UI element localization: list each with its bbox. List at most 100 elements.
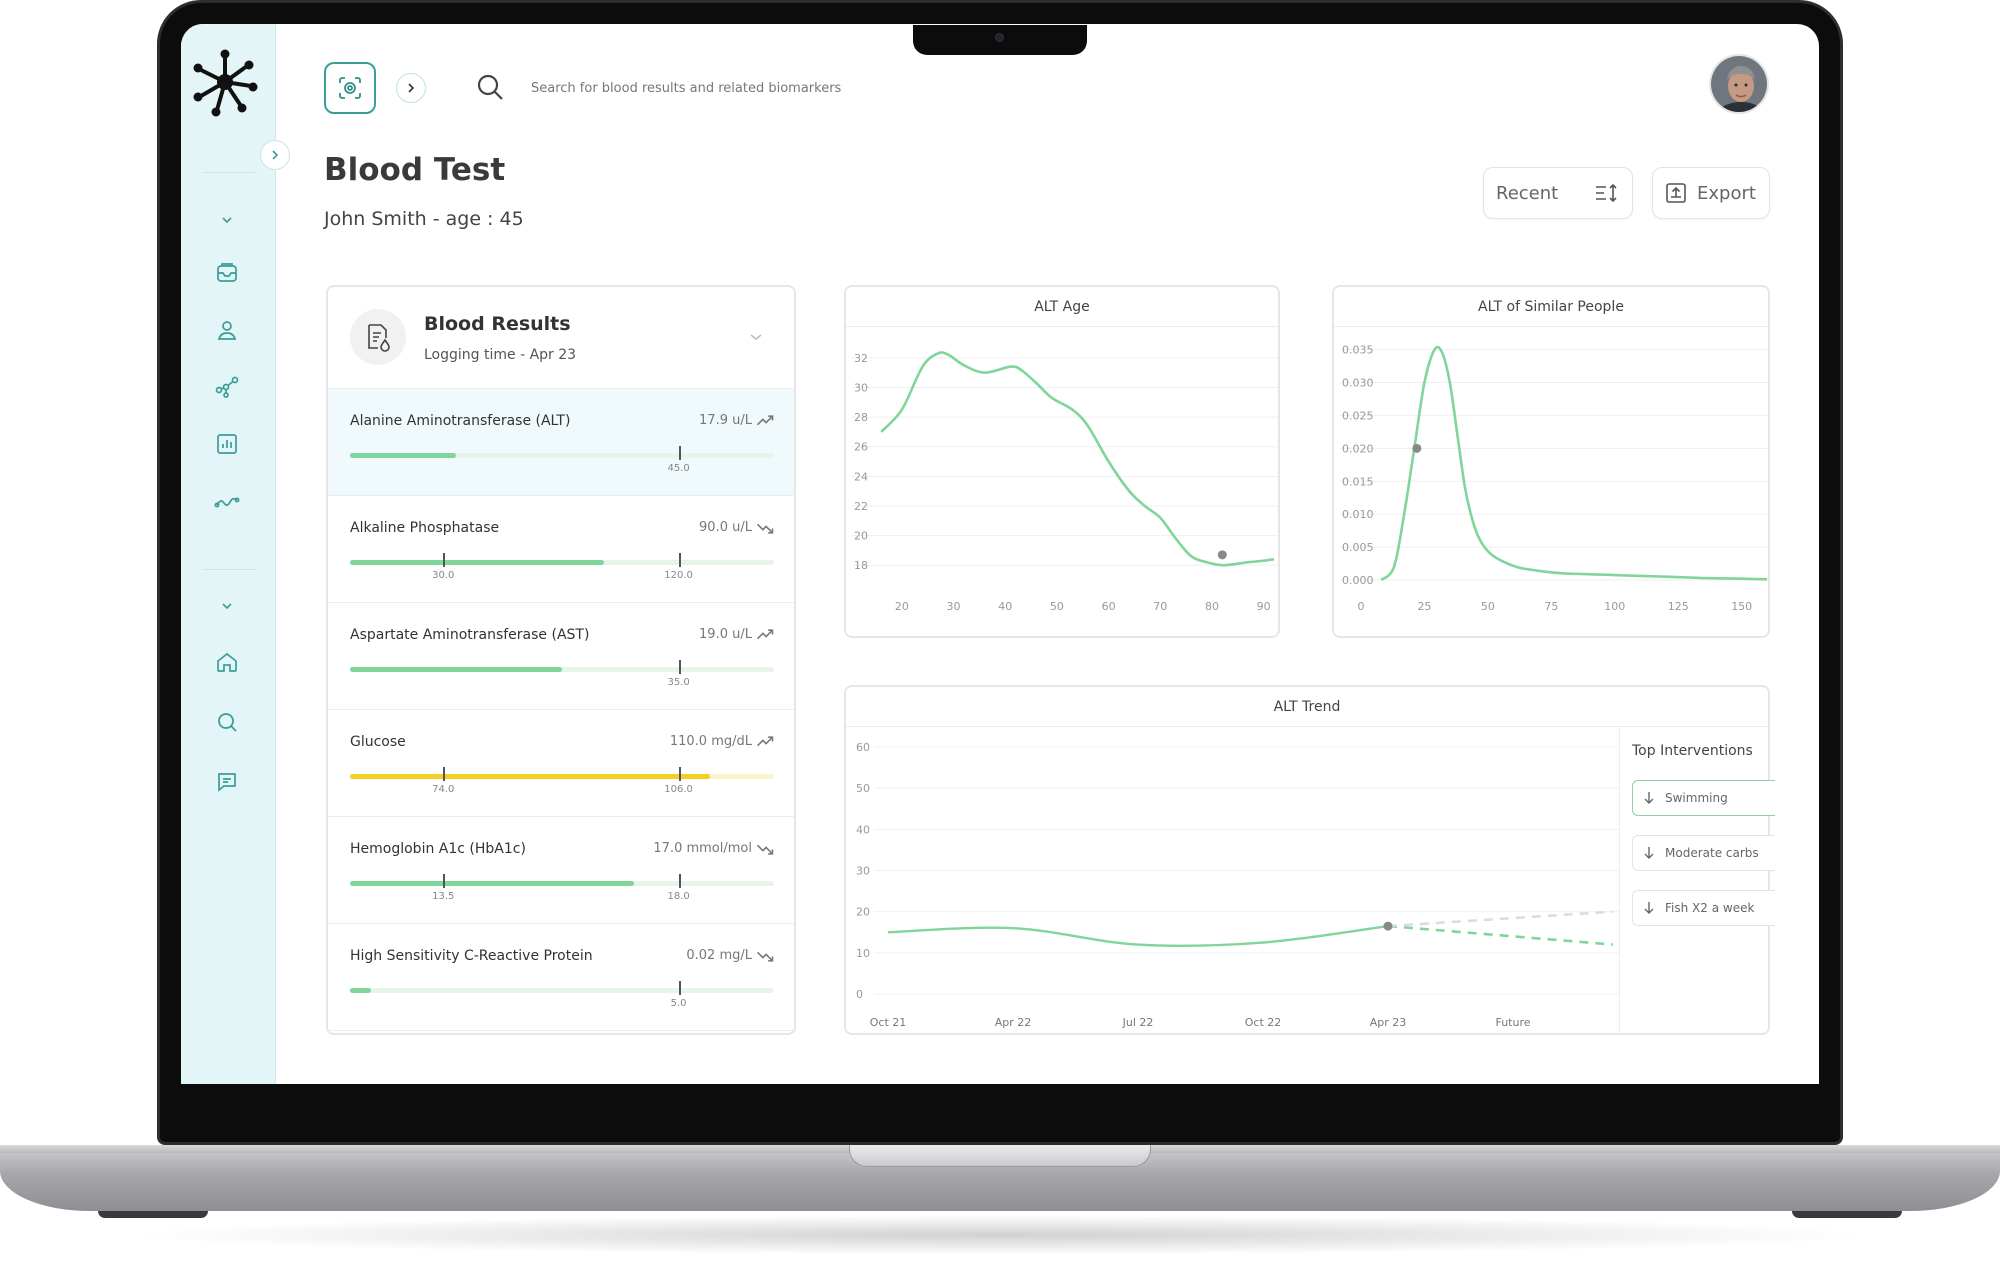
y-tick-label: 0: [856, 988, 863, 1001]
blood-results-header[interactable]: Blood Results Logging time - Apr 23: [328, 287, 794, 389]
y-tick-label: 20: [856, 906, 870, 919]
alt-age-chart: 18 20 22 24 26 28 30 32 20 30 40 50 60 70 80 90: [852, 351, 1278, 613]
camera-notch: [913, 25, 1087, 55]
scan-button[interactable]: [324, 62, 376, 114]
x-tick-label: Jul 22: [1122, 1016, 1154, 1029]
trend-line-icon: [214, 497, 240, 508]
x-tick-label: Apr 23: [1370, 1016, 1407, 1029]
alt-trend-chart: 0 10 20 30 40 50 60 Oct 21 Apr 22 Jul 22 Oct 22 Apr…: [856, 741, 1619, 1029]
biomarker-name: Hemoglobin A1c (HbA1c): [350, 841, 526, 857]
biomarker-row[interactable]: Aspartate Aminotransferase (AST) 19.0 u/L…: [328, 603, 794, 710]
series-line: [1380, 345, 1768, 582]
search-input[interactable]: [531, 74, 1051, 102]
blood-results-title: Blood Results: [424, 313, 571, 335]
reference-tick-label: 13.5: [432, 891, 455, 902]
forecast-line: [1387, 924, 1614, 946]
x-tick-label: 50: [1050, 600, 1064, 613]
range-bar: 13.5 18.0: [350, 874, 774, 902]
intervention-label: Swimming: [1665, 791, 1728, 805]
sidebar-item-trends[interactable]: [211, 485, 243, 517]
avatar[interactable]: [1709, 54, 1769, 114]
range-bar-fill: [350, 453, 456, 458]
intervention-button[interactable]: Swimming: [1632, 780, 1775, 816]
interventions-title: Top Interventions: [1632, 743, 1753, 759]
sort-icon: [1596, 183, 1617, 203]
chevron-right-icon: [408, 83, 415, 93]
biomarker-number: 19.0: [699, 627, 728, 642]
sidebar-item-search[interactable]: [211, 706, 243, 738]
reference-tick: [678, 981, 681, 995]
range-bar: 45.0: [350, 446, 774, 474]
biomarker-number: 110.0: [669, 734, 708, 749]
sidebar-item-reports[interactable]: [211, 428, 243, 460]
alt-trend-card: ALT Trend 0 10 20 30 40 50 60 Oct 21 Apr 22 Jul 2…: [844, 685, 1775, 1035]
current-value-point: [1383, 921, 1393, 931]
intervention-button[interactable]: Fish X2 a week: [1632, 890, 1775, 926]
x-tick-label: 30: [947, 600, 961, 613]
reference-tick: [678, 874, 681, 888]
trend-up-icon: [756, 629, 774, 640]
x-tick-label: 150: [1731, 600, 1752, 613]
sidebar-collapse-group1[interactable]: [211, 204, 243, 236]
forward-button[interactable]: [396, 73, 426, 103]
biomarker-row[interactable]: Alkaline Phosphatase 90.0 u/L 30.0 120.0: [328, 496, 794, 603]
biomarker-unit: u/L: [732, 413, 752, 428]
series-line: [887, 924, 1389, 948]
intervention-button[interactable]: Moderate carbs: [1632, 835, 1775, 871]
sidebar-collapse-group2[interactable]: [211, 590, 243, 622]
laptop-foot-right: [1792, 1211, 1902, 1218]
sidebar-item-user[interactable]: [211, 314, 243, 346]
sidebar-item-network[interactable]: [211, 371, 243, 403]
reference-tick: [678, 660, 681, 674]
biomarker-number: 17.9: [699, 413, 728, 428]
reference-tick-label: 18.0: [667, 891, 690, 902]
network-icon: [215, 376, 239, 398]
biomarker-row[interactable]: Alanine Aminotransferase (ALT) 17.9 u/L 45…: [328, 389, 794, 496]
series-line: [880, 351, 1275, 567]
biomarker-row[interactable]: Hemoglobin A1c (HbA1c) 17.0 mmol/mol 13.5 1…: [328, 817, 794, 924]
arrow-down-icon: [1644, 792, 1654, 804]
y-tick-label: 18: [854, 559, 868, 572]
biomarker-value: 17.9 u/L: [699, 413, 752, 428]
sidebar-item-inbox[interactable]: [211, 257, 243, 289]
x-tick-label: 90: [1257, 600, 1271, 613]
biomarker-value: 90.0 u/L: [699, 520, 752, 535]
forecast-line: [1387, 910, 1614, 928]
laptop-foot-left: [98, 1211, 208, 1218]
biomarker-row[interactable]: High Sensitivity C-Reactive Protein 0.02 …: [328, 924, 794, 1031]
export-label: Export: [1697, 182, 1756, 204]
y-tick-label: 0.010: [1342, 508, 1374, 521]
chevron-down-icon[interactable]: [748, 329, 764, 345]
reference-tick: [443, 874, 446, 888]
y-tick-label: 10: [856, 947, 870, 960]
y-tick-label: 30: [856, 865, 870, 878]
arrow-down-icon: [1644, 902, 1654, 914]
search-icon[interactable]: [474, 71, 506, 103]
camera-scan-icon: [339, 77, 361, 99]
biomarker-value: 19.0 u/L: [699, 627, 752, 642]
biomarker-name: Aspartate Aminotransferase (AST): [350, 627, 590, 643]
y-tick-label: 0.020: [1342, 442, 1374, 455]
y-tick-label: 0.025: [1342, 409, 1374, 422]
biomarker-row[interactable]: Glucose 110.0 mg/dL 74.0 106.0: [328, 710, 794, 817]
x-tick-label: Oct 22: [1245, 1016, 1282, 1029]
x-tick-label: 20: [895, 600, 909, 613]
biomarker-number: 0.02: [686, 948, 716, 963]
sidebar-item-home[interactable]: [211, 646, 243, 678]
biomarker-number: 17.0: [653, 841, 683, 856]
recent-sort-button[interactable]: Recent: [1483, 167, 1633, 219]
reference-tick-label: 106.0: [664, 784, 693, 795]
sidebar-item-messages[interactable]: [211, 766, 243, 798]
logo-icon: [193, 49, 258, 117]
user-icon: [217, 321, 237, 340]
x-tick-label: 60: [1102, 600, 1116, 613]
reference-tick-label: 30.0: [432, 570, 455, 581]
sidebar-expand-button[interactable]: [260, 140, 290, 170]
reference-tick: [443, 553, 446, 567]
y-tick-label: 40: [856, 823, 870, 836]
biomarker-unit: u/L: [732, 627, 752, 642]
blood-report-icon: [368, 324, 390, 352]
export-button[interactable]: Export: [1652, 167, 1770, 219]
reference-tick-label: 120.0: [664, 570, 693, 581]
